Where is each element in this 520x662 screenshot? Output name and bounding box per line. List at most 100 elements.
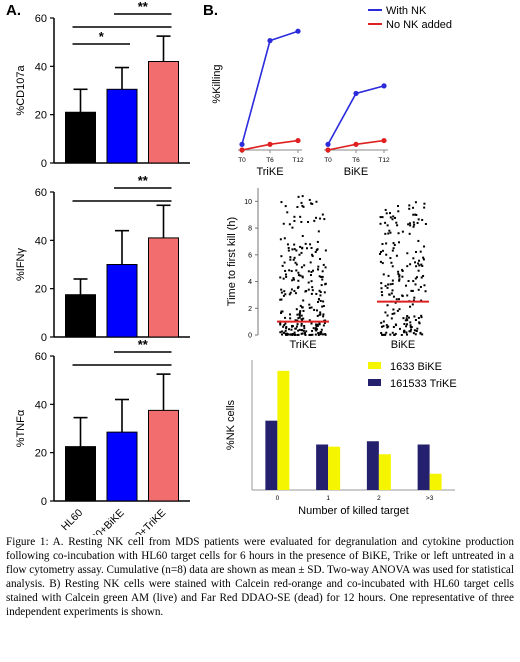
- scatter-point: [406, 319, 409, 322]
- scatter-point: [279, 298, 282, 301]
- scatter-point: [323, 322, 326, 325]
- scatter-point: [394, 332, 397, 335]
- scatter-point: [413, 329, 416, 332]
- scatter-point: [405, 331, 408, 334]
- scatter-point: [316, 328, 319, 331]
- scatter-point: [298, 311, 301, 314]
- scatter-point: [420, 276, 423, 279]
- scatter-point: [391, 289, 394, 292]
- scatter-point: [318, 289, 321, 292]
- scatter-point: [279, 323, 282, 326]
- scatter-point: [282, 222, 285, 225]
- scatter-point: [390, 292, 393, 295]
- scatter-point: [280, 310, 283, 313]
- scatter-point: [308, 303, 311, 306]
- scatter-point: [410, 326, 413, 329]
- scatter-point: [379, 252, 382, 255]
- data-point: [381, 83, 387, 89]
- scatter-point: [318, 275, 321, 278]
- scatter-point: [384, 232, 387, 235]
- scatter-point: [319, 311, 322, 314]
- scatter-point: [388, 212, 391, 215]
- scatter-point: [398, 327, 401, 330]
- y-tick-label: 0: [41, 158, 47, 170]
- scatter-point: [394, 323, 397, 326]
- scatter-point: [305, 330, 308, 333]
- scatter-point: [283, 261, 286, 264]
- scatter-point: [302, 309, 305, 312]
- data-point: [353, 90, 359, 97]
- scatter-point: [315, 200, 318, 203]
- scatter-point: [410, 328, 413, 331]
- scatter-point: [316, 248, 319, 251]
- y-tick-label: 20: [35, 284, 47, 296]
- scatter-point: [286, 211, 289, 214]
- scatter-point: [323, 218, 326, 221]
- scatter-point: [385, 242, 388, 245]
- scatter-point: [391, 218, 394, 221]
- data-point: [239, 147, 245, 153]
- scatter-point: [292, 277, 295, 280]
- scatter-point: [322, 315, 325, 318]
- y-axis-label: %TNFα: [15, 409, 27, 447]
- scatter-point: [393, 312, 396, 315]
- bar-trike-1: [316, 444, 329, 490]
- bar-bike-3: [429, 473, 442, 490]
- x-category-label: TriKE: [289, 339, 316, 351]
- scatter-point: [381, 294, 384, 297]
- scatter-point: [318, 323, 321, 326]
- scatter-point: [310, 306, 313, 309]
- scatter-point: [281, 264, 284, 267]
- scatter-point: [411, 303, 414, 306]
- scatter-point: [281, 310, 284, 313]
- significance-label: *: [99, 29, 105, 44]
- scatter-point: [297, 285, 300, 288]
- scatter-point: [412, 257, 415, 260]
- scatter-point: [417, 316, 420, 319]
- scatter-point: [408, 222, 411, 225]
- scatter-point: [288, 223, 291, 226]
- scatter-point: [301, 306, 304, 309]
- scatter-point: [304, 242, 307, 245]
- scatter-point: [418, 259, 421, 262]
- scatter-point: [290, 270, 293, 273]
- legend-entry: 1633 BiKE: [390, 361, 442, 373]
- scatter-point: [411, 289, 414, 292]
- scatter-point: [296, 319, 299, 322]
- scatter-point: [320, 275, 323, 278]
- y-tick-label: 60: [35, 351, 47, 363]
- scatter-point: [394, 216, 397, 219]
- scatter-point: [417, 239, 420, 242]
- scatter-point: [289, 256, 292, 259]
- scatter-point: [310, 270, 313, 273]
- scatter-point: [413, 296, 416, 299]
- bar-trike-2: [366, 441, 379, 490]
- scatter-point: [386, 304, 389, 307]
- scatter-point: [412, 332, 415, 335]
- data-point: [325, 147, 331, 153]
- scatter-point: [405, 317, 408, 320]
- data-point: [267, 38, 273, 44]
- scatter-point: [295, 249, 298, 252]
- scatter-point: [295, 263, 298, 266]
- legend-entry: No NK added: [386, 19, 452, 31]
- legend-swatch: [368, 362, 381, 369]
- scatter-point: [315, 323, 318, 326]
- scatter-point: [403, 329, 406, 332]
- scatter-point: [413, 315, 416, 318]
- scatter-point: [319, 333, 322, 336]
- data-point: [295, 137, 301, 144]
- scatter-point: [300, 201, 303, 204]
- bar-hl60-trike: [148, 409, 179, 502]
- scatter-point: [408, 330, 411, 333]
- scatter-point: [311, 286, 314, 289]
- scatter-point: [284, 293, 287, 296]
- scatter-point: [316, 324, 319, 327]
- scatter-point: [420, 299, 423, 302]
- scatter-point: [301, 329, 304, 332]
- scatter-point: [305, 289, 308, 292]
- scatter-point: [390, 261, 393, 264]
- scatter-point: [297, 317, 300, 320]
- scatter-point: [391, 249, 394, 252]
- scatter-point: [398, 274, 401, 277]
